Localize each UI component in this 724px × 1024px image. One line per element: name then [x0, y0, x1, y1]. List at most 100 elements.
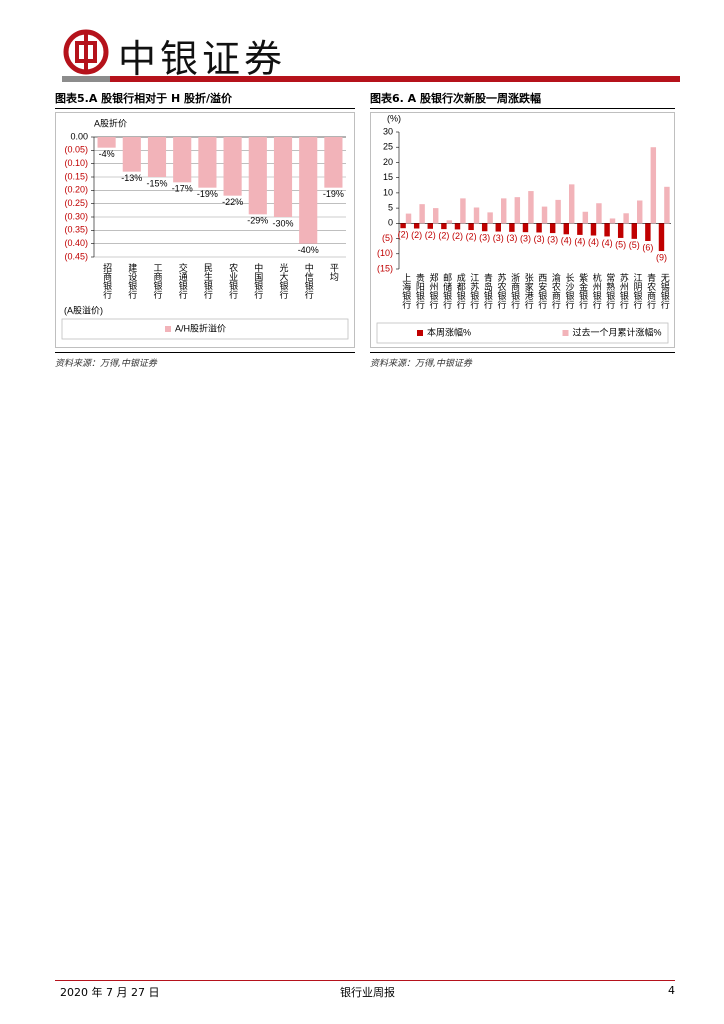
bar: [514, 197, 521, 224]
header-bar-gray: [62, 76, 110, 82]
data-label: (3): [493, 233, 504, 243]
header-bar: [110, 76, 680, 82]
y-axis-label: (%): [387, 113, 401, 123]
bar: [419, 204, 425, 224]
bar: [563, 223, 569, 235]
y-tick-label: (5): [382, 233, 393, 243]
bar: [577, 223, 583, 235]
y-tick-label: 30: [383, 126, 393, 136]
y-tick-label: 25: [383, 142, 393, 152]
bar: [223, 137, 242, 196]
chart: 0.00 (0.05) (0.10) (0.15) (0.20) (0.25) (0.30)…: [55, 112, 355, 348]
bar: [122, 137, 141, 172]
y-tick-label: (0.15): [64, 171, 88, 181]
y-tick-label: (0.40): [64, 238, 88, 248]
bar: [273, 137, 293, 217]
bar: [637, 200, 643, 224]
y-tick-label: 10: [383, 187, 393, 197]
rule: [55, 352, 355, 353]
bar: [487, 212, 493, 224]
bar: [631, 223, 637, 239]
bar: [248, 137, 267, 215]
bar: [299, 137, 318, 244]
x-tick-label: 紫金银行: [577, 273, 588, 310]
x-tick-label: 农业银行: [227, 262, 238, 300]
bar: [549, 223, 556, 234]
x-tick-label: 无锡银行: [659, 273, 670, 310]
legend-swatch: [562, 330, 569, 336]
y-tick-label: (0.45): [64, 251, 88, 261]
data-label: (4): [561, 236, 572, 246]
x-tick-label: 江苏银行: [468, 273, 479, 310]
legend-box: [61, 318, 349, 340]
x-tick-label: 中国银行: [252, 262, 262, 300]
data-label: (3): [479, 233, 490, 243]
bar: [623, 213, 629, 224]
x-tick-label: 张家港行: [523, 273, 534, 310]
source: 资料来源：万得,中银证券: [370, 359, 472, 369]
bar: [541, 206, 548, 224]
legend-swatch: [417, 330, 423, 336]
x-tick-label: 郑州银行: [428, 272, 439, 310]
bar: [441, 223, 447, 230]
source: 资料来源：万得,中银证券: [55, 359, 157, 369]
bar: [658, 223, 665, 252]
y-tick-label: (0.25): [64, 198, 88, 208]
data-label: (4): [588, 237, 599, 247]
y-tick-label: (0.35): [64, 225, 88, 235]
y-tick-label: (0.20): [64, 185, 88, 195]
x-tick-label: 贵阳银行: [414, 272, 425, 310]
bar: [501, 198, 507, 224]
x-tick-label: 民生银行: [202, 263, 213, 300]
data-label: -40%: [298, 245, 319, 255]
data-label: (3): [520, 234, 531, 244]
x-tick-label: 工商银行: [152, 263, 163, 300]
bar: [324, 137, 343, 188]
data-label: (2): [398, 230, 409, 240]
bar: [454, 223, 461, 230]
data-label: (3): [534, 234, 545, 244]
bar: [405, 213, 412, 224]
bar: [645, 223, 651, 241]
legend-box: [376, 322, 669, 344]
bar: [604, 223, 610, 237]
brand: 中银证券: [118, 37, 287, 81]
bar: [413, 223, 420, 229]
legend-swatch: [165, 326, 171, 332]
data-label: -19%: [323, 189, 344, 199]
y-tick-label: (0.10): [64, 158, 88, 168]
data-label: -29%: [247, 216, 268, 226]
bar: [400, 223, 406, 229]
bar: [173, 137, 192, 183]
y-tick-label: 0: [388, 218, 393, 228]
bar: [664, 186, 670, 224]
x-tick-label: 光大银行: [278, 262, 289, 300]
chart-title: 图表6. A 股银行次新股一周涨跌幅: [370, 92, 542, 105]
y-tick-label: 5: [388, 202, 393, 212]
data-label: (2): [466, 231, 477, 241]
bar: [198, 137, 217, 188]
x-tick-label: 交通银行: [177, 262, 188, 300]
bar: [97, 137, 116, 148]
data-label: (2): [411, 230, 422, 240]
bar: [617, 223, 624, 238]
y-axis-label: A股折价: [94, 117, 127, 128]
x-tick-label: 苏州银行: [618, 272, 629, 310]
bar: [495, 223, 501, 232]
x-tick-label: 青岛银行: [482, 272, 493, 310]
data-label: (5): [629, 240, 640, 250]
data-label: (2): [438, 230, 449, 240]
bar: [427, 223, 433, 229]
rule: [55, 108, 355, 109]
x-tick-label: 建设银行: [126, 262, 137, 300]
x-tick-label: 苏农银行: [496, 272, 507, 310]
x-tick-label: 渝农商行: [550, 272, 561, 310]
x-tick-label: 招商银行: [101, 262, 112, 300]
data-label: -30%: [272, 218, 293, 228]
bar: [536, 223, 542, 233]
data-label: (3): [547, 234, 558, 244]
y-axis-label: (A股溢价): [64, 304, 103, 315]
x-tick-label: 成都银行: [455, 272, 466, 310]
y-tick-label: (0.30): [64, 211, 88, 221]
